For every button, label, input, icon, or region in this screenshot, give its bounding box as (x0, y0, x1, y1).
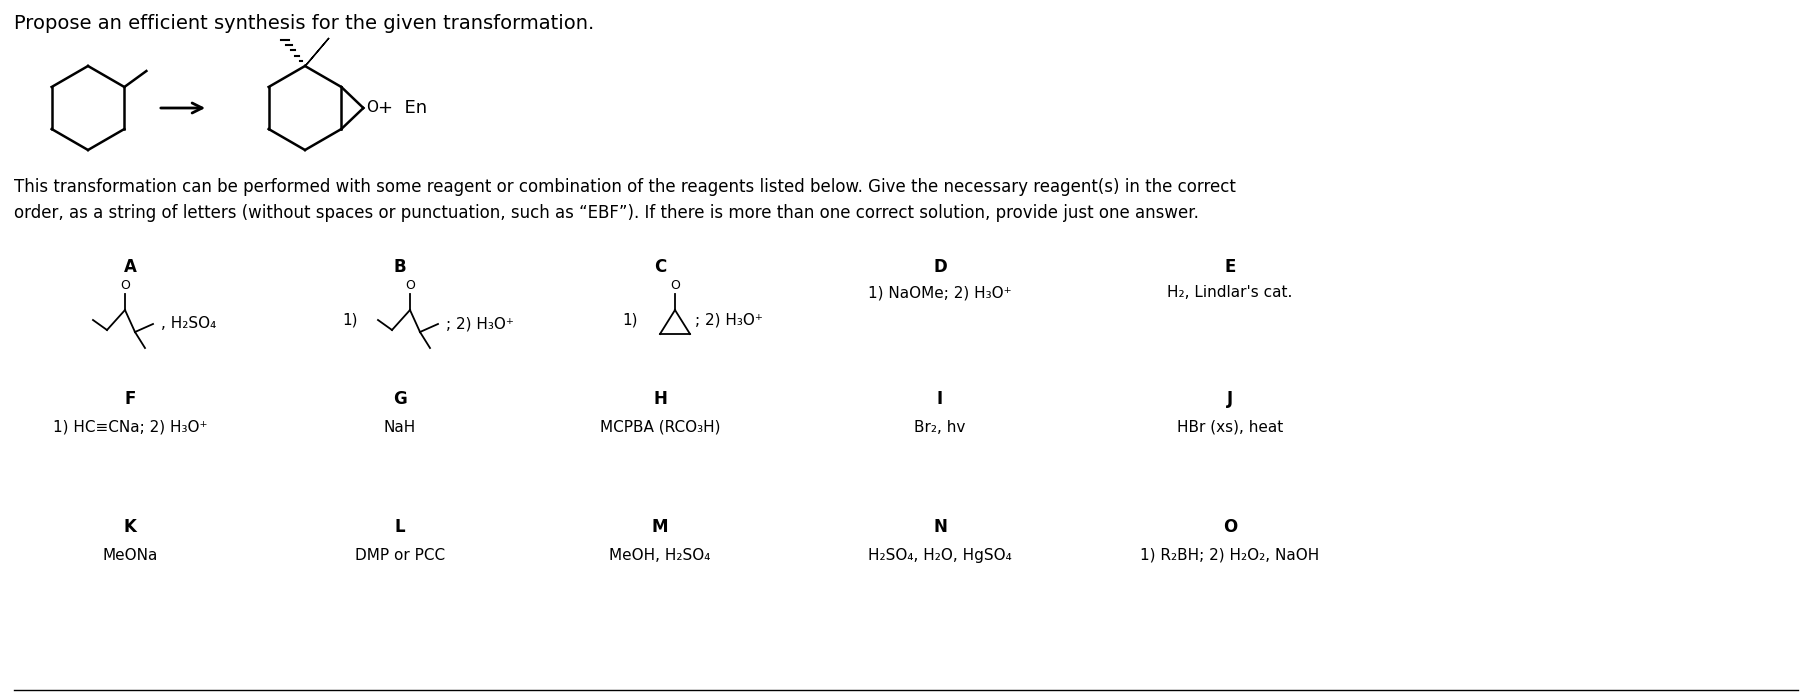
Text: DMP or PCC: DMP or PCC (355, 548, 446, 563)
Text: 1) R₂BH; 2) H₂O₂, NaOH: 1) R₂BH; 2) H₂O₂, NaOH (1140, 548, 1319, 563)
Text: MeONa: MeONa (101, 548, 158, 563)
Text: ; 2) H₃O⁺: ; 2) H₃O⁺ (696, 312, 763, 328)
Text: O: O (366, 101, 379, 116)
Text: ; 2) H₃O⁺: ; 2) H₃O⁺ (446, 316, 515, 332)
Text: H₂SO₄, H₂O, HgSO₄: H₂SO₄, H₂O, HgSO₄ (868, 548, 1011, 563)
Text: Br₂, hv: Br₂, hv (915, 420, 966, 435)
Text: 1) HC≡CNa; 2) H₃O⁺: 1) HC≡CNa; 2) H₃O⁺ (53, 420, 207, 435)
Text: D: D (933, 258, 948, 276)
Text: O: O (120, 279, 130, 292)
Text: This transformation can be performed with some reagent or combination of the rea: This transformation can be performed wit… (14, 178, 1236, 223)
Text: O: O (1223, 518, 1238, 536)
Text: B: B (393, 258, 406, 276)
Text: O: O (406, 279, 415, 292)
Text: F: F (125, 390, 136, 408)
Text: HBr (xs), heat: HBr (xs), heat (1176, 420, 1283, 435)
Text: G: G (393, 390, 408, 408)
Text: J: J (1227, 390, 1232, 408)
Text: Propose an efficient synthesis for the given transformation.: Propose an efficient synthesis for the g… (14, 14, 594, 33)
Polygon shape (304, 38, 330, 66)
Text: MeOH, H₂SO₄: MeOH, H₂SO₄ (609, 548, 710, 563)
Text: NaH: NaH (384, 420, 417, 435)
Text: L: L (395, 518, 406, 536)
Text: I: I (937, 390, 942, 408)
Text: K: K (123, 518, 136, 536)
Text: A: A (123, 258, 136, 276)
Text: , H₂SO₄: , H₂SO₄ (161, 316, 216, 332)
Text: 1): 1) (342, 312, 357, 328)
Text: E: E (1225, 258, 1236, 276)
Text: M: M (652, 518, 669, 536)
Text: H₂, Lindlar's cat.: H₂, Lindlar's cat. (1167, 285, 1292, 300)
Text: MCPBA (RCO₃H): MCPBA (RCO₃H) (600, 420, 719, 435)
Text: N: N (933, 518, 948, 536)
Text: H: H (652, 390, 667, 408)
Text: C: C (654, 258, 667, 276)
Text: +  En: + En (379, 99, 428, 117)
Text: 1): 1) (622, 312, 638, 328)
Text: 1) NaOMe; 2) H₃O⁺: 1) NaOMe; 2) H₃O⁺ (868, 285, 1011, 300)
Text: O: O (670, 279, 680, 292)
